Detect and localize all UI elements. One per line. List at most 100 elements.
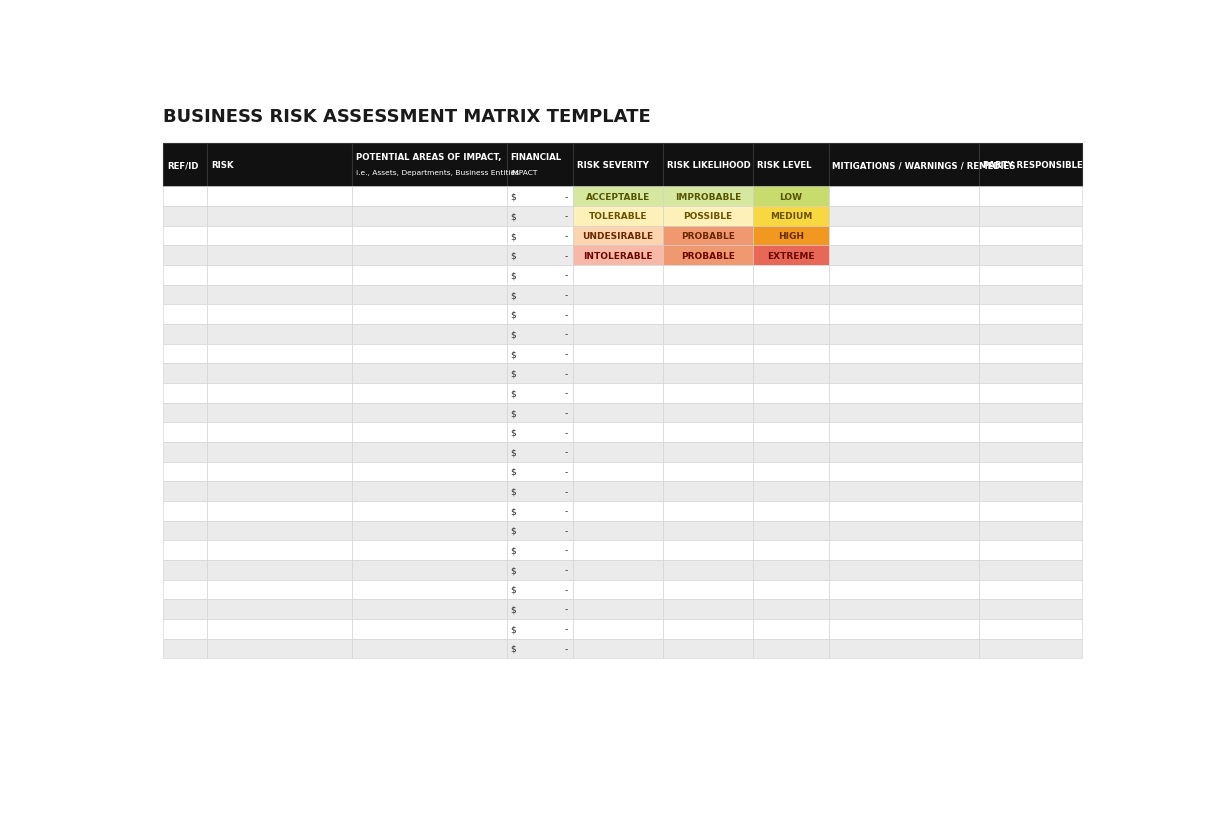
Bar xyxy=(829,266,979,285)
Bar xyxy=(979,541,1083,560)
Text: -: - xyxy=(564,349,567,359)
Bar xyxy=(979,266,1083,285)
Bar xyxy=(573,423,663,442)
Bar xyxy=(979,639,1083,659)
Bar xyxy=(208,541,352,560)
Bar xyxy=(507,285,573,305)
Bar xyxy=(979,285,1083,305)
Bar xyxy=(573,442,663,462)
Bar xyxy=(163,442,208,462)
Bar xyxy=(208,187,352,206)
Bar xyxy=(507,403,573,423)
Bar xyxy=(573,560,663,580)
Bar xyxy=(208,324,352,344)
Text: ACCEPTABLE: ACCEPTABLE xyxy=(586,192,650,201)
Text: $: $ xyxy=(510,271,516,280)
Bar xyxy=(352,462,507,482)
Bar xyxy=(507,206,573,227)
Text: -: - xyxy=(564,546,567,555)
Bar xyxy=(753,246,829,266)
Bar xyxy=(163,599,208,619)
Bar xyxy=(829,403,979,423)
Bar xyxy=(829,639,979,659)
Text: $: $ xyxy=(510,507,516,516)
Text: $: $ xyxy=(510,409,516,417)
Bar xyxy=(352,187,507,206)
Bar xyxy=(208,521,352,541)
Text: $: $ xyxy=(510,566,516,574)
Bar xyxy=(163,305,208,324)
Bar xyxy=(507,187,573,206)
Text: POTENTIAL AREAS OF IMPACT,: POTENTIAL AREAS OF IMPACT, xyxy=(356,153,502,162)
Bar xyxy=(163,246,208,266)
Text: BUSINESS RISK ASSESSMENT MATRIX TEMPLATE: BUSINESS RISK ASSESSMENT MATRIX TEMPLATE xyxy=(163,108,651,126)
Bar xyxy=(829,187,979,206)
Bar xyxy=(573,639,663,659)
Bar xyxy=(352,364,507,384)
Bar xyxy=(753,599,829,619)
Text: -: - xyxy=(564,448,567,456)
Bar xyxy=(163,206,208,227)
Bar xyxy=(753,442,829,462)
Text: $: $ xyxy=(510,428,516,437)
Text: -: - xyxy=(564,605,567,614)
Text: $: $ xyxy=(510,370,516,378)
Bar xyxy=(507,502,573,521)
Text: -: - xyxy=(564,271,567,280)
Text: IMPROBABLE: IMPROBABLE xyxy=(676,192,741,201)
Bar xyxy=(208,482,352,502)
Text: -: - xyxy=(564,212,567,222)
Bar xyxy=(208,599,352,619)
Bar xyxy=(829,206,979,227)
Bar xyxy=(663,266,753,285)
Bar xyxy=(163,384,208,403)
Bar xyxy=(979,502,1083,521)
Bar xyxy=(208,502,352,521)
Text: $: $ xyxy=(510,349,516,359)
Bar xyxy=(829,144,979,187)
Bar xyxy=(507,580,573,599)
Text: MEDIUM: MEDIUM xyxy=(769,212,812,222)
Bar xyxy=(163,521,208,541)
Text: -: - xyxy=(564,232,567,241)
Bar xyxy=(352,560,507,580)
Bar xyxy=(208,384,352,403)
Bar xyxy=(753,541,829,560)
Bar xyxy=(829,285,979,305)
Text: $: $ xyxy=(510,192,516,201)
Bar xyxy=(979,560,1083,580)
Bar xyxy=(352,619,507,639)
Bar xyxy=(829,442,979,462)
Bar xyxy=(829,364,979,384)
Bar xyxy=(163,482,208,502)
Bar xyxy=(829,462,979,482)
Bar xyxy=(753,521,829,541)
Bar xyxy=(352,324,507,344)
Bar xyxy=(163,227,208,246)
Bar xyxy=(352,246,507,266)
Text: -: - xyxy=(564,507,567,516)
Bar xyxy=(753,502,829,521)
Bar xyxy=(507,324,573,344)
Text: $: $ xyxy=(510,644,516,653)
Bar xyxy=(663,344,753,364)
Bar xyxy=(663,580,753,599)
Text: RISK LIKELIHOOD: RISK LIKELIHOOD xyxy=(667,161,751,170)
Bar xyxy=(573,246,663,266)
Text: -: - xyxy=(564,409,567,417)
Bar xyxy=(829,619,979,639)
Text: -: - xyxy=(564,467,567,477)
Bar xyxy=(507,384,573,403)
Bar xyxy=(163,639,208,659)
Bar xyxy=(163,187,208,206)
Bar xyxy=(753,344,829,364)
Bar xyxy=(573,144,663,187)
Bar xyxy=(163,344,208,364)
Bar xyxy=(979,344,1083,364)
Bar xyxy=(979,482,1083,502)
Bar xyxy=(208,344,352,364)
Bar xyxy=(352,305,507,324)
Bar xyxy=(829,384,979,403)
Bar xyxy=(753,482,829,502)
Text: $: $ xyxy=(510,624,516,634)
